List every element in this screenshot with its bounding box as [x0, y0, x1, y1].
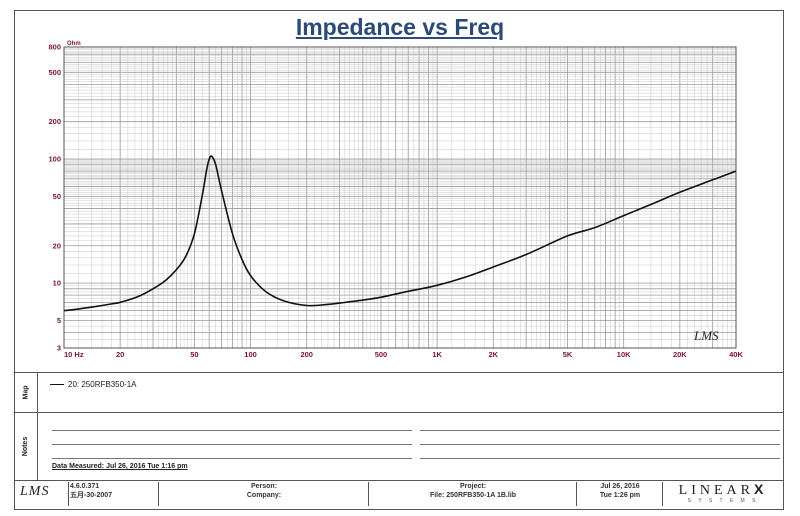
y-tick-label: 500: [48, 68, 61, 77]
note-line: [420, 458, 780, 459]
lms-plot-logo: LMS: [693, 328, 719, 343]
footer-band: [14, 480, 784, 481]
y-tick-labels: 800 500 200 100 50 20 10 5 3: [48, 43, 61, 353]
chart-title: Impedance vs Freq: [295, 14, 505, 40]
note-line: [52, 458, 412, 459]
impedance-curve: [63, 155, 737, 312]
x-tick-label: 2K: [488, 350, 498, 359]
x-tick-label: 10K: [617, 350, 631, 359]
brand-text: LINEAR: [678, 483, 754, 498]
notes-band: [14, 412, 784, 480]
x-tick-label: 10 Hz: [64, 350, 84, 359]
lms-logo: LMS: [20, 484, 50, 499]
linearx-logo: LINEARX S Y S T E M S: [664, 482, 782, 505]
y-tick-label: 800: [48, 43, 61, 52]
x-tick-label: 500: [375, 350, 388, 359]
person-label: Person:: [250, 483, 278, 490]
plot-border: [63, 46, 737, 349]
x-tick-label: 100: [244, 350, 257, 359]
project-label: Project:: [459, 483, 487, 490]
footer-divider: [368, 482, 369, 506]
report-frame: [14, 10, 784, 510]
version-number: 4.6.0.371: [70, 483, 100, 490]
x-tick-label: 50: [190, 350, 198, 359]
date-cell: Jul 26, 2016 Tue 1:26 pm: [578, 482, 662, 506]
note-line: [52, 430, 412, 431]
note-line: [420, 444, 780, 445]
note-line: [420, 430, 780, 431]
version-date: 五月-30-2007: [70, 492, 113, 499]
person-cell: Person: Company:: [160, 482, 368, 506]
footer-divider: [576, 482, 577, 506]
footer-divider: [158, 482, 159, 506]
x-tick-label: 1K: [432, 350, 442, 359]
footer-time: Tue 1:26 pm: [599, 492, 641, 499]
brand-subtitle: S Y S T E M S: [687, 498, 759, 504]
grid-lines: [64, 47, 736, 348]
y-tick-label: 100: [48, 155, 61, 164]
legend-swatch: [50, 384, 64, 385]
x-tick-labels: 10 Hz 20 50 100 200 500 1K 2K 5K 10K 20K 40K: [64, 350, 743, 359]
x-tick-label: 200: [300, 350, 313, 359]
legend-entry: 20: 250RFB350-1A: [50, 380, 137, 389]
x-tick-label: 20: [116, 350, 124, 359]
data-measured-text: Data Measured: Jul 26, 2016 Tue 1:16 pm: [52, 463, 188, 470]
y-tick-label: 50: [53, 192, 61, 201]
map-side-label: Map: [14, 372, 38, 412]
y-tick-label: 20: [53, 241, 61, 250]
map-band: [14, 372, 784, 412]
project-cell: Project: File: 250RFB350-1A 1B.lib: [370, 482, 576, 506]
note-line: [52, 444, 412, 445]
footer-divider: [68, 482, 69, 506]
x-tick-label: 20K: [673, 350, 687, 359]
brand-x: X: [753, 481, 768, 497]
y-tick-label: 3: [57, 344, 61, 353]
version-cell: 4.6.0.371 五月-30-2007: [70, 482, 140, 506]
y-tick-label: 200: [48, 117, 61, 126]
y-tick-label: 10: [53, 279, 61, 288]
y-axis-label: Ohm: [67, 41, 81, 47]
y-tick-label: 5: [57, 316, 61, 325]
company-label: Company:: [246, 492, 282, 499]
footer-date: Jul 26, 2016: [600, 483, 640, 490]
legend-entry-label: 20: 250RFB350-1A: [68, 380, 137, 389]
x-tick-label: 5K: [563, 350, 573, 359]
notes-side-label: Notes: [14, 412, 38, 480]
footer-divider: [662, 482, 663, 506]
file-label: File: 250RFB350-1A 1B.lib: [429, 492, 517, 499]
x-tick-label: 40K: [729, 350, 743, 359]
